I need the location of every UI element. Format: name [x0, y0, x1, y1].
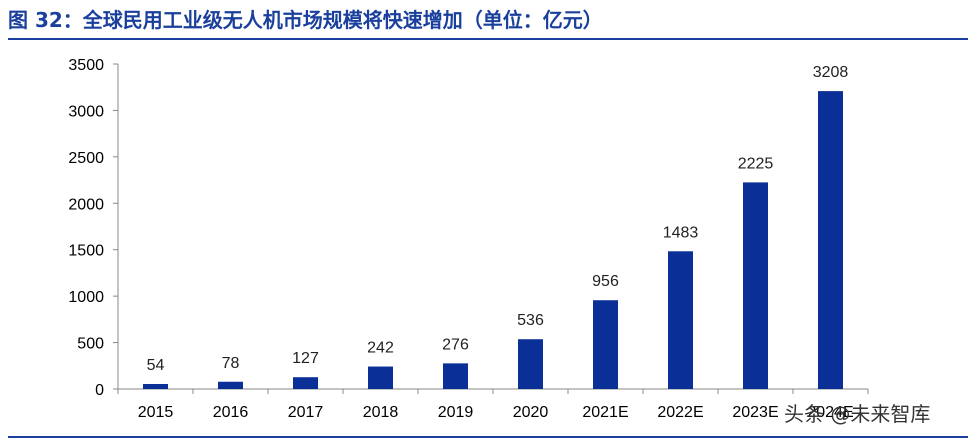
- data-label: 54: [147, 357, 165, 374]
- bar: [368, 366, 393, 389]
- y-tick-label: 3500: [68, 57, 104, 74]
- bar: [518, 339, 543, 389]
- x-tick-label: 2017: [288, 404, 324, 421]
- title-rule: [8, 38, 968, 40]
- bar: [218, 381, 243, 389]
- x-tick-label: 2023E: [732, 404, 778, 421]
- x-tick-label: 2016: [213, 404, 249, 421]
- y-tick-label: 2500: [68, 150, 104, 167]
- data-label: 956: [592, 273, 619, 290]
- data-label: 1483: [663, 224, 699, 241]
- x-tick-label: 2020: [513, 404, 549, 421]
- x-tick-label: 2015: [138, 404, 174, 421]
- x-tick-label: 2024E: [807, 404, 853, 421]
- y-tick-label: 500: [77, 336, 104, 353]
- bar: [668, 251, 693, 389]
- data-label: 242: [367, 340, 394, 357]
- y-tick-label: 2000: [68, 196, 104, 213]
- data-label: 127: [292, 350, 319, 367]
- y-tick-label: 0: [95, 382, 104, 399]
- bar: [818, 91, 843, 389]
- bar: [293, 377, 318, 389]
- watermark: 头条 @未来智库: [784, 402, 931, 426]
- bottom-rule: [8, 436, 968, 438]
- bar: [743, 182, 768, 389]
- data-label: 536: [517, 312, 544, 329]
- data-label: 78: [222, 355, 240, 372]
- y-tick-label: 1500: [68, 243, 104, 260]
- x-tick-label: 2022E: [657, 404, 703, 421]
- data-label: 3208: [813, 64, 849, 81]
- bar: [143, 383, 168, 389]
- x-tick-label: 2019: [438, 404, 474, 421]
- data-label: 276: [442, 336, 469, 353]
- data-label: 2225: [738, 155, 774, 172]
- bar: [593, 300, 618, 389]
- bar: [443, 363, 468, 389]
- x-tick-label: 2021E: [582, 404, 628, 421]
- y-tick-label: 3000: [68, 103, 104, 120]
- x-tick-label: 2018: [363, 404, 399, 421]
- chart-title: 图 32：全球民用工业级无人机市场规模将快速增加（单位：亿元）: [8, 8, 603, 32]
- y-tick-label: 1000: [68, 289, 104, 306]
